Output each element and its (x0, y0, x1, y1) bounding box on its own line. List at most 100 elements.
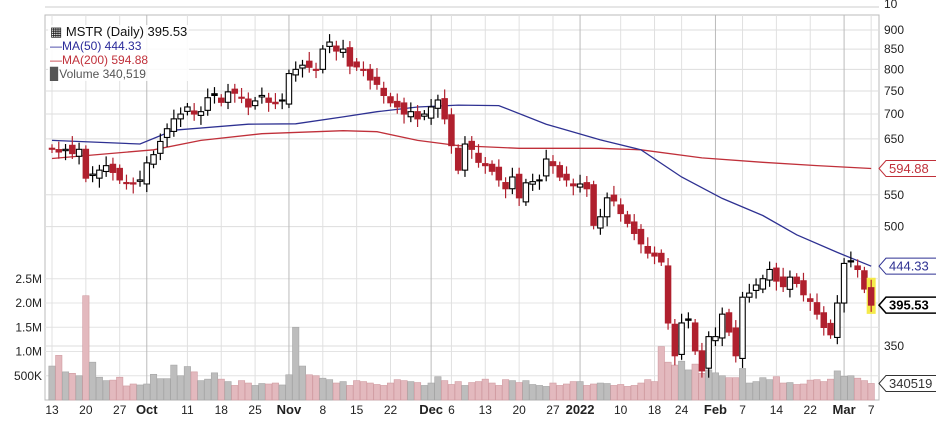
volume-bar (183, 366, 191, 401)
candle-body (251, 100, 259, 107)
candle (170, 109, 178, 137)
candle (231, 83, 239, 103)
candle (89, 166, 96, 183)
volume-bar (766, 379, 774, 401)
candle-body (522, 182, 530, 203)
legend-price: ▦ MSTR (Daily) 395.53 (50, 25, 187, 39)
candle-body (265, 97, 272, 103)
volume-bar (772, 376, 780, 401)
candle-body (353, 61, 360, 68)
candle-body (712, 336, 719, 342)
candle-body (89, 173, 96, 177)
volume-bar (346, 385, 354, 401)
legend-price-label: MSTR (Daily) 395.53 (65, 24, 188, 39)
candle (102, 156, 110, 177)
candle-body (488, 163, 496, 172)
candle (671, 318, 679, 366)
candle-body (597, 216, 604, 229)
volume-bar (55, 355, 63, 401)
candle-body (793, 276, 800, 284)
candle-body (691, 322, 699, 352)
volume-bar (163, 378, 171, 401)
candle (576, 174, 584, 193)
volume-bar (68, 373, 76, 401)
date-tick-label: 18 (648, 403, 662, 417)
volume-bar (759, 377, 767, 401)
volume-bar (610, 385, 618, 401)
date-tick-label: 22 (384, 403, 398, 417)
candle (563, 166, 570, 187)
date-tick-label: Dec (419, 402, 443, 417)
volume-bar (752, 381, 760, 401)
date-tick-label: 6 (448, 403, 455, 417)
candle (834, 295, 841, 345)
volume-bar (427, 382, 435, 401)
candle-body (245, 98, 252, 108)
candle (163, 123, 171, 147)
price-tag: 444.33 (878, 257, 936, 275)
volume-bar (217, 378, 225, 401)
candle (75, 142, 83, 165)
candle-body (306, 60, 313, 68)
volume-bar (549, 382, 557, 401)
volume-bar (502, 379, 510, 401)
price-tag-label: 395.53 (889, 298, 929, 313)
candle-body (285, 73, 293, 105)
candle (698, 342, 706, 378)
chart-legend: ▦ MSTR (Daily) 395.53 —MA(50) 444.33 —MA… (48, 25, 190, 81)
volume-bar (563, 383, 571, 401)
candle-body (658, 252, 665, 263)
volume-bar (860, 380, 868, 401)
candle (434, 94, 442, 118)
candle-body (421, 113, 428, 117)
candle (718, 307, 726, 347)
volume-bar (95, 376, 103, 401)
candle (82, 145, 90, 183)
candle (840, 258, 848, 313)
ma50-line (51, 104, 872, 267)
price-tag-label: 444.33 (889, 259, 929, 274)
volume-bar (244, 382, 252, 401)
volume-bar (312, 375, 320, 401)
volume-bar (813, 379, 821, 401)
candle-body (272, 101, 279, 105)
volume-bar (441, 380, 449, 401)
candle-body (529, 181, 536, 185)
candle (475, 144, 482, 168)
candle-body (102, 165, 110, 173)
candle-body (570, 183, 577, 187)
price-tag-box (877, 296, 936, 314)
volume-bar (495, 385, 503, 401)
candle (136, 170, 144, 187)
candle-body (779, 276, 787, 288)
volume-bar (820, 381, 828, 401)
candle-body (671, 323, 679, 357)
candle (482, 157, 489, 174)
volume-tag-label: 340519 (889, 376, 932, 391)
candle-body (644, 245, 652, 254)
candle (48, 144, 56, 154)
candle (427, 99, 435, 125)
candle-body (448, 114, 455, 147)
candle-body (129, 182, 137, 185)
volume-bar (380, 385, 388, 401)
candle (143, 156, 151, 193)
volume-bar (664, 361, 672, 401)
candle-body (454, 147, 462, 171)
candle (461, 136, 469, 177)
legend-volume-label: Volume 340,519 (59, 67, 146, 81)
candle (373, 68, 381, 90)
volume-bar (793, 384, 801, 401)
candle (238, 87, 245, 104)
volume-bar (156, 378, 164, 401)
volume-bar (319, 377, 327, 401)
volume-bar (508, 380, 516, 401)
candle-body (434, 99, 442, 109)
candle-body (685, 318, 692, 321)
candle (190, 103, 198, 121)
candle (116, 164, 123, 184)
volume-bar (204, 378, 212, 401)
candle (407, 102, 415, 123)
price-tick-label: 700 (884, 107, 904, 121)
candle-body (319, 48, 327, 70)
